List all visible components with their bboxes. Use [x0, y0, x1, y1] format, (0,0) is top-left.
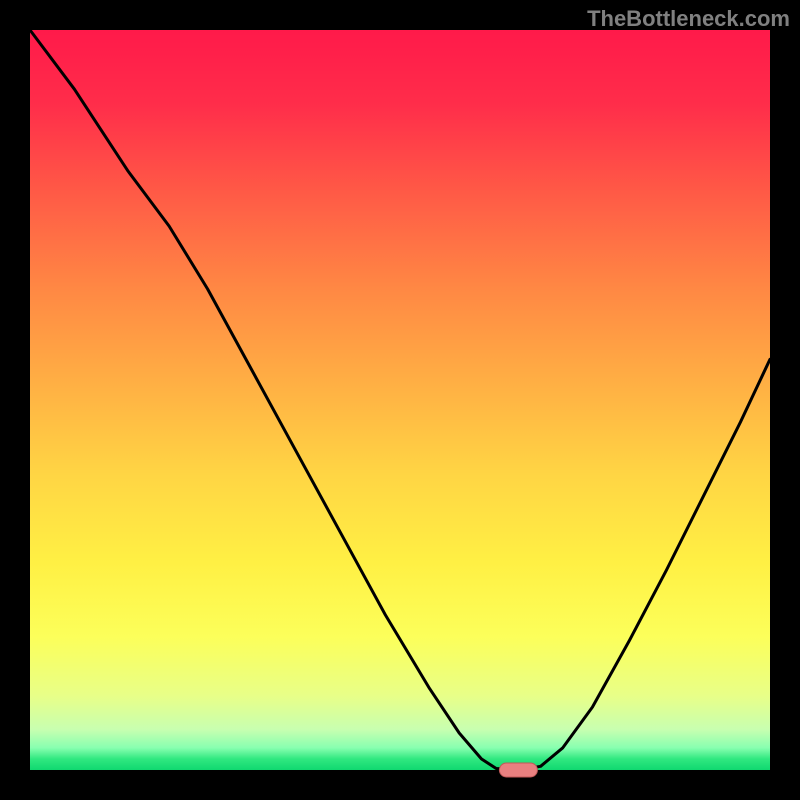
watermark-text: TheBottleneck.com — [587, 6, 790, 32]
curve-layer — [0, 0, 800, 800]
chart-container: TheBottleneck.com — [0, 0, 800, 800]
optimum-marker — [499, 763, 537, 777]
bottleneck-curve — [30, 30, 770, 770]
